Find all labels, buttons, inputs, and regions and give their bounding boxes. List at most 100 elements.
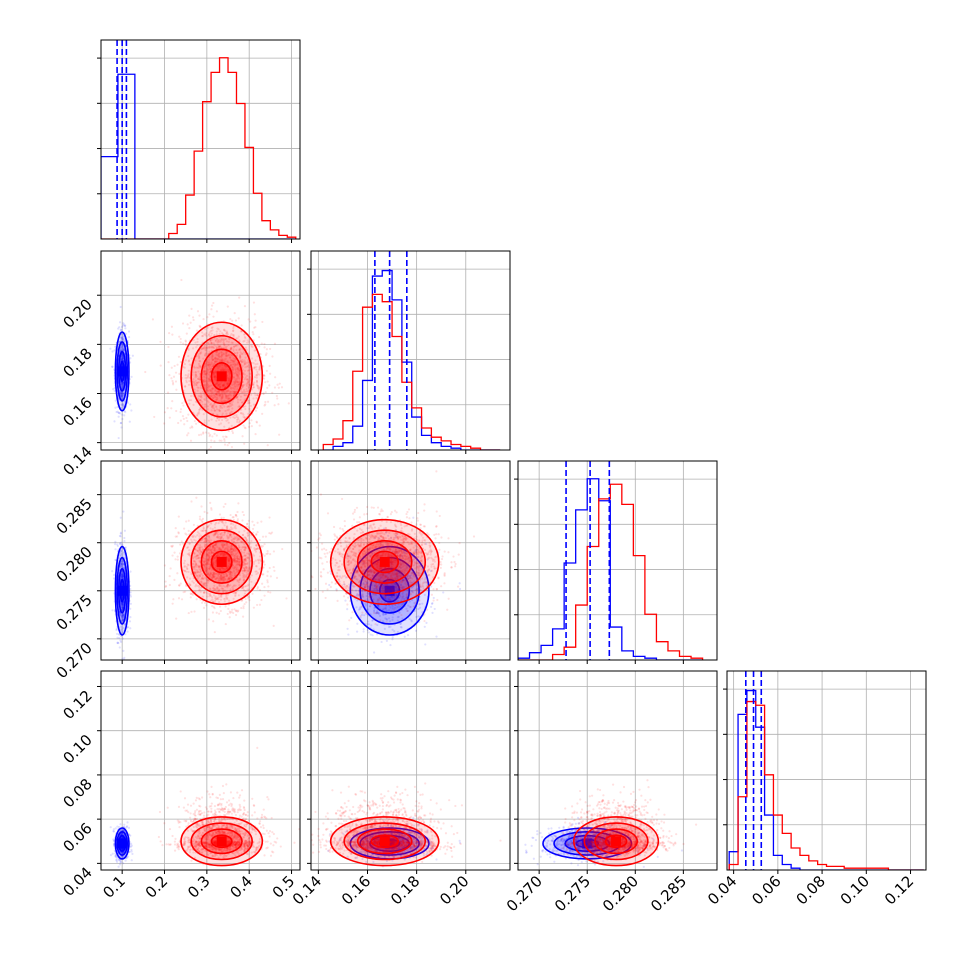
sample-point <box>190 500 193 503</box>
sample-point <box>205 405 208 408</box>
sample-point <box>192 338 195 342</box>
sample-point <box>224 622 227 626</box>
sample-point <box>224 357 227 360</box>
sample-point <box>163 564 166 567</box>
sample-point <box>119 640 123 643</box>
sample-point <box>245 378 249 381</box>
sample-point <box>121 572 124 575</box>
sample-point <box>151 318 155 321</box>
sample-point <box>231 363 235 366</box>
sample-point <box>239 356 242 359</box>
sample-point <box>266 444 269 447</box>
sample-point <box>250 393 253 396</box>
sample-point <box>189 592 192 595</box>
sample-point <box>223 329 226 332</box>
sample-point <box>214 388 217 391</box>
sample-point <box>122 348 125 351</box>
sample-point <box>183 423 186 426</box>
sample-point <box>247 519 250 522</box>
sample-point <box>214 375 217 378</box>
sample-point <box>223 393 226 396</box>
sample-point <box>263 404 266 407</box>
sample-point <box>193 419 196 423</box>
sample-point <box>212 620 215 623</box>
sample-point <box>189 596 192 599</box>
sample-point <box>236 416 240 419</box>
sample-point <box>226 395 229 398</box>
sample-point <box>206 389 209 392</box>
sample-point <box>373 651 376 654</box>
sample-point <box>236 361 239 364</box>
sample-point <box>243 362 246 365</box>
sample-point <box>241 615 245 618</box>
sample-point <box>182 365 185 369</box>
sample-point <box>255 374 258 377</box>
sample-point <box>121 403 124 406</box>
sample-point <box>247 363 251 367</box>
sample-point <box>117 415 120 418</box>
sample-point <box>129 627 132 630</box>
sample-point <box>159 364 162 367</box>
sample-point <box>250 357 254 360</box>
sample-point <box>185 416 188 420</box>
sample-point <box>187 519 190 522</box>
sample-point <box>258 368 262 371</box>
sample-point <box>210 356 214 360</box>
sample-point <box>220 390 224 394</box>
sample-point <box>122 613 126 616</box>
sample-point <box>185 381 188 384</box>
sample-point <box>197 362 201 366</box>
sample-point <box>212 301 215 305</box>
sample-point <box>204 348 207 351</box>
sample-point <box>252 333 255 336</box>
sample-point <box>120 386 123 389</box>
scatter-panel <box>100 460 310 661</box>
sample-point <box>225 333 228 336</box>
sample-point <box>218 364 221 367</box>
sample-point <box>254 319 257 322</box>
sample-point <box>121 355 124 358</box>
sample-point <box>119 305 122 309</box>
sample-point <box>129 602 132 605</box>
sample-point <box>229 404 232 408</box>
sample-point <box>273 404 276 407</box>
sample-point <box>220 393 223 396</box>
sample-point <box>226 380 229 383</box>
sample-point <box>175 388 178 391</box>
sample-point <box>263 342 266 346</box>
sample-point <box>215 310 218 313</box>
sample-point <box>213 395 216 398</box>
sample-point <box>215 396 219 399</box>
sample-point <box>198 378 202 381</box>
sample-point <box>224 409 227 413</box>
sample-point <box>213 375 216 379</box>
sample-point <box>119 412 122 415</box>
sample-point <box>366 628 369 632</box>
sample-point <box>179 543 182 546</box>
sample-point <box>245 383 248 386</box>
sample-point <box>177 355 181 358</box>
sample-point <box>197 377 200 380</box>
sample-point <box>119 345 122 349</box>
sample-point <box>213 371 216 374</box>
sample-point <box>346 608 349 611</box>
sample-point <box>207 432 210 435</box>
sample-point <box>236 610 239 613</box>
sample-point <box>227 397 230 400</box>
sample-point <box>203 378 206 381</box>
sample-point <box>241 360 244 363</box>
sample-point <box>120 397 124 400</box>
sample-point <box>220 354 224 357</box>
sample-point <box>227 381 230 385</box>
sample-point <box>214 370 217 373</box>
sample-point <box>196 310 200 313</box>
sample-point <box>237 502 240 505</box>
sample-point <box>196 344 199 347</box>
sample-point <box>219 406 222 409</box>
sample-point <box>197 433 201 437</box>
sample-point <box>204 388 208 391</box>
sample-point <box>210 418 213 421</box>
sample-point <box>220 358 224 361</box>
sample-point <box>308 580 310 582</box>
sample-point <box>210 392 213 395</box>
